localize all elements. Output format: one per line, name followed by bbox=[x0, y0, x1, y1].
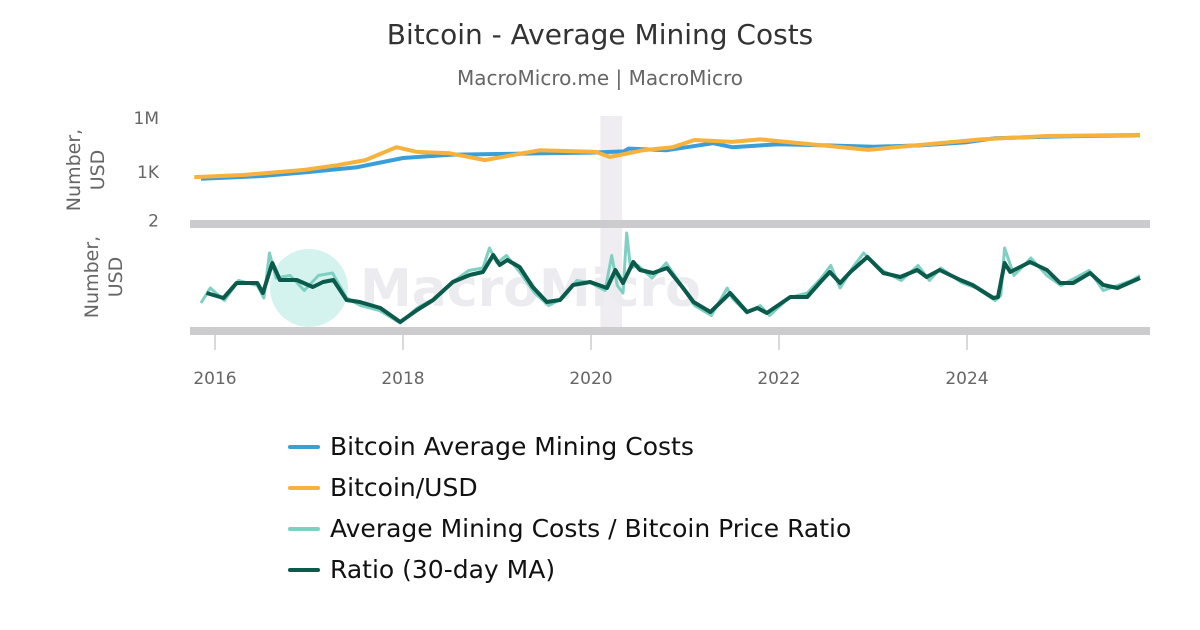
legend-swatch bbox=[288, 567, 320, 572]
x-axis-line bbox=[190, 327, 1150, 335]
x-tick-label: 2022 bbox=[757, 369, 800, 389]
legend-label: Bitcoin/USD bbox=[330, 473, 478, 502]
y-tick-label: 1K bbox=[137, 163, 160, 183]
legend-label: Ratio (30-day MA) bbox=[330, 555, 556, 584]
legend-label: Average Mining Costs / Bitcoin Price Rat… bbox=[330, 514, 852, 543]
legend-item[interactable]: Ratio (30-day MA) bbox=[288, 549, 851, 590]
series-line-ratio-30-day-ma- bbox=[205, 253, 1141, 324]
y-tick-label: 2 bbox=[148, 212, 159, 232]
legend: Bitcoin Average Mining Costs Bitcoin/USD A… bbox=[288, 426, 851, 590]
y-axis-label-upper: Number, USD bbox=[63, 129, 109, 211]
x-tick-label: 2018 bbox=[381, 369, 424, 389]
x-tick-label: 2016 bbox=[193, 369, 236, 389]
chart-subtitle: MacroMicro.me | MacroMicro bbox=[457, 66, 743, 90]
legend-swatch bbox=[288, 526, 320, 531]
y-axis-label-lower: Number, USD bbox=[81, 236, 127, 318]
legend-item[interactable]: Bitcoin/USD bbox=[288, 467, 851, 508]
legend-swatch bbox=[288, 444, 320, 449]
legend-label: Bitcoin Average Mining Costs bbox=[330, 432, 694, 461]
chart-title: Bitcoin - Average Mining Costs bbox=[387, 18, 814, 51]
legend-item[interactable]: Average Mining Costs / Bitcoin Price Rat… bbox=[288, 508, 851, 549]
x-tick-label: 2020 bbox=[569, 369, 612, 389]
legend-item[interactable]: Bitcoin Average Mining Costs bbox=[288, 426, 851, 467]
x-tick-label: 2024 bbox=[945, 369, 988, 389]
legend-swatch bbox=[288, 485, 320, 490]
panel-divider bbox=[190, 220, 1150, 228]
series-line-bitcoin-average-mining-costs bbox=[200, 133, 1141, 181]
series-line-bitcoin-usd bbox=[194, 132, 1141, 180]
y-tick-label: 1M bbox=[134, 109, 159, 129]
